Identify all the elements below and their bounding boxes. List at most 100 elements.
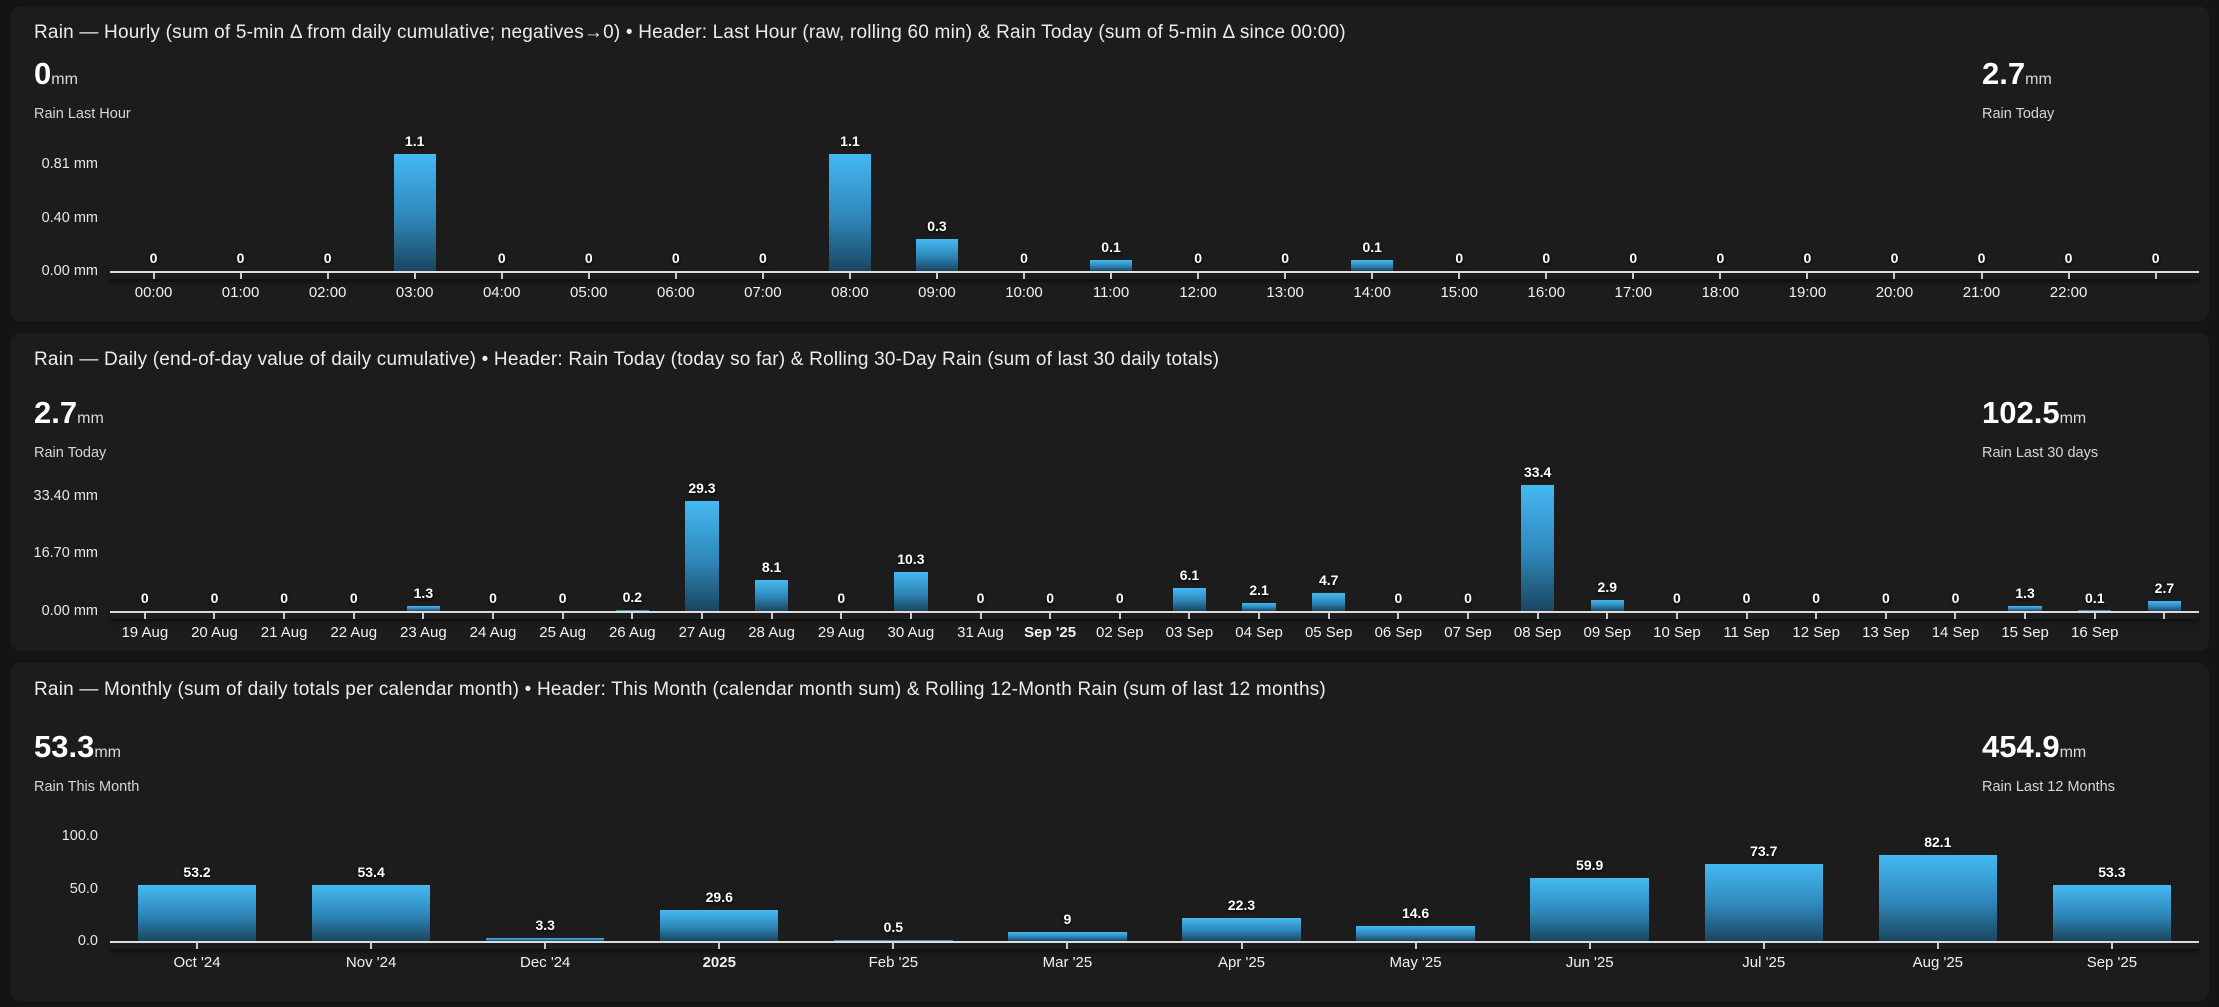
bar-column-24 Aug[interactable]: 0 bbox=[458, 481, 528, 611]
bar-rect[interactable] bbox=[615, 610, 650, 611]
bar-column-19 Aug[interactable]: 0 bbox=[110, 481, 180, 611]
bar-column-Mar '25[interactable]: 9 bbox=[980, 826, 1154, 941]
bar-column-19:00[interactable]: 0 bbox=[1764, 146, 1851, 271]
bar-column-last[interactable]: 0 bbox=[2112, 146, 2199, 271]
bar-column-21 Aug[interactable]: 0 bbox=[249, 481, 319, 611]
bar-column-14 Sep[interactable]: 0 bbox=[1921, 481, 1991, 611]
bar-column-01:00[interactable]: 0 bbox=[197, 146, 284, 271]
bar-column-05:00[interactable]: 0 bbox=[545, 146, 632, 271]
bar-column-13:00[interactable]: 0 bbox=[1242, 146, 1329, 271]
bar-rect[interactable] bbox=[1090, 260, 1132, 271]
bar-column-02 Sep[interactable]: 0 bbox=[1085, 481, 1155, 611]
bar-column-28 Aug[interactable]: 8.1 bbox=[737, 481, 807, 611]
bar-value-label: 2.7 bbox=[2154, 579, 2175, 596]
bar-rect[interactable] bbox=[1704, 863, 1823, 941]
bar-column-11:00[interactable]: 0.1 bbox=[1068, 146, 1155, 271]
bar-rect[interactable] bbox=[894, 572, 928, 611]
bar-rect[interactable] bbox=[1351, 260, 1394, 271]
bar-column-17:00[interactable]: 0 bbox=[1590, 146, 1677, 271]
bar-column-04:00[interactable]: 0 bbox=[458, 146, 545, 271]
bar-column-Jun '25[interactable]: 59.9 bbox=[1503, 826, 1677, 941]
bar-rect[interactable] bbox=[2052, 885, 2172, 941]
bar-rect[interactable] bbox=[1530, 878, 1649, 941]
bar-value-label: 0 bbox=[758, 250, 767, 266]
bar-column-last[interactable]: 2.7 bbox=[2130, 481, 2200, 611]
bar-rect[interactable] bbox=[1590, 600, 1624, 611]
bar-column-16 Sep[interactable]: 0.1 bbox=[2060, 481, 2130, 611]
bar-rect[interactable] bbox=[1356, 925, 1475, 941]
bar-column-10 Sep[interactable]: 0 bbox=[1642, 481, 1712, 611]
bar-column-May '25[interactable]: 14.6 bbox=[1329, 826, 1503, 941]
bar-column-Jul '25[interactable]: 73.7 bbox=[1677, 826, 1851, 941]
bar-rect[interactable] bbox=[1878, 855, 1997, 941]
bar-rect[interactable] bbox=[2078, 610, 2112, 611]
bar-column-07 Sep[interactable]: 0 bbox=[1433, 481, 1503, 611]
bar-column-Sep '25[interactable]: 0 bbox=[1015, 481, 1085, 611]
bar-rect[interactable] bbox=[1172, 588, 1207, 611]
x-axis-label: 14 Sep bbox=[1931, 624, 1980, 641]
bar-rect[interactable] bbox=[2008, 606, 2042, 611]
bar-column-18:00[interactable]: 0 bbox=[1677, 146, 1764, 271]
bar-column-12:00[interactable]: 0 bbox=[1155, 146, 1242, 271]
bar-rect[interactable] bbox=[486, 937, 605, 941]
bar-rect[interactable] bbox=[311, 885, 431, 941]
bar-column-03 Sep[interactable]: 6.1 bbox=[1155, 481, 1225, 611]
bar-rect[interactable] bbox=[1520, 485, 1555, 611]
bar-column-29 Aug[interactable]: 0 bbox=[806, 481, 876, 611]
bar-column-30 Aug[interactable]: 10.3 bbox=[876, 481, 946, 611]
bar-column-Apr '25[interactable]: 22.3 bbox=[1154, 826, 1328, 941]
bar-column-31 Aug[interactable]: 0 bbox=[946, 481, 1016, 611]
bar-column-20:00[interactable]: 0 bbox=[1851, 146, 1938, 271]
bar-column-22:00[interactable]: 0 bbox=[2025, 146, 2112, 271]
bar-column-20 Aug[interactable]: 0 bbox=[180, 481, 250, 611]
bar-column-06:00[interactable]: 0 bbox=[632, 146, 719, 271]
bar-column-07:00[interactable]: 0 bbox=[719, 146, 806, 271]
bar-rect[interactable] bbox=[660, 910, 779, 941]
bar-rect[interactable] bbox=[685, 500, 719, 611]
bar-column-Oct '24[interactable]: 53.2 bbox=[110, 826, 284, 941]
bar-rect[interactable] bbox=[393, 154, 436, 271]
bar-column-05 Sep[interactable]: 4.7 bbox=[1294, 481, 1364, 611]
bar-column-27 Aug[interactable]: 29.3 bbox=[667, 480, 737, 611]
bar-rect[interactable] bbox=[1242, 603, 1276, 611]
bar-column-08 Sep[interactable]: 33.4 bbox=[1503, 464, 1573, 611]
bar-rect[interactable] bbox=[754, 580, 789, 611]
bar-column-09:00[interactable]: 0.3 bbox=[893, 146, 980, 271]
bar-column-11 Sep[interactable]: 0 bbox=[1712, 481, 1782, 611]
bar-column-08:00[interactable]: 1.1 bbox=[806, 133, 893, 271]
bar-column-23 Aug[interactable]: 1.3 bbox=[389, 481, 459, 611]
bar-rect[interactable] bbox=[406, 606, 441, 611]
bar-column-Feb '25[interactable]: 0.5 bbox=[806, 826, 980, 941]
bar-column-10:00[interactable]: 0 bbox=[980, 146, 1067, 271]
bar-column-04 Sep[interactable]: 2.1 bbox=[1224, 481, 1294, 611]
bar-rect[interactable] bbox=[1312, 593, 1346, 611]
bar-rect[interactable] bbox=[1182, 917, 1301, 941]
bar-column-15:00[interactable]: 0 bbox=[1416, 146, 1503, 271]
bar-column-13 Sep[interactable]: 0 bbox=[1851, 481, 1921, 611]
bar-column-02:00[interactable]: 0 bbox=[284, 146, 371, 271]
bar-rect[interactable] bbox=[137, 885, 257, 941]
bar-column-00:00[interactable]: 0 bbox=[110, 146, 197, 271]
bar-column-Sep '25[interactable]: 53.3 bbox=[2025, 826, 2199, 941]
bar-column-12 Sep[interactable]: 0 bbox=[1781, 481, 1851, 611]
bar-rect[interactable] bbox=[834, 940, 953, 941]
bar-column-06 Sep[interactable]: 0 bbox=[1364, 481, 1434, 611]
bar-rect[interactable] bbox=[916, 239, 958, 271]
bar-column-2025[interactable]: 29.6 bbox=[632, 826, 806, 941]
bar-column-09 Sep[interactable]: 2.9 bbox=[1572, 481, 1642, 611]
bar-rect[interactable] bbox=[1008, 931, 1127, 941]
bar-column-Aug '25[interactable]: 82.1 bbox=[1851, 826, 2025, 941]
bar-column-15 Sep[interactable]: 1.3 bbox=[1990, 481, 2060, 611]
bar-column-25 Aug[interactable]: 0 bbox=[528, 481, 598, 611]
bar-column-22 Aug[interactable]: 0 bbox=[319, 481, 389, 611]
bar-value-label: 53.3 bbox=[2098, 864, 2126, 881]
bar-column-16:00[interactable]: 0 bbox=[1503, 146, 1590, 271]
bar-column-03:00[interactable]: 1.1 bbox=[371, 133, 458, 271]
bar-rect[interactable] bbox=[2147, 600, 2182, 611]
bar-column-Nov '24[interactable]: 53.4 bbox=[284, 826, 458, 941]
bar-column-Dec '24[interactable]: 3.3 bbox=[458, 826, 632, 941]
bar-rect[interactable] bbox=[829, 154, 871, 271]
bar-column-21:00[interactable]: 0 bbox=[1938, 146, 2025, 271]
bar-column-26 Aug[interactable]: 0.2 bbox=[597, 481, 667, 611]
bar-column-14:00[interactable]: 0.1 bbox=[1329, 146, 1416, 271]
